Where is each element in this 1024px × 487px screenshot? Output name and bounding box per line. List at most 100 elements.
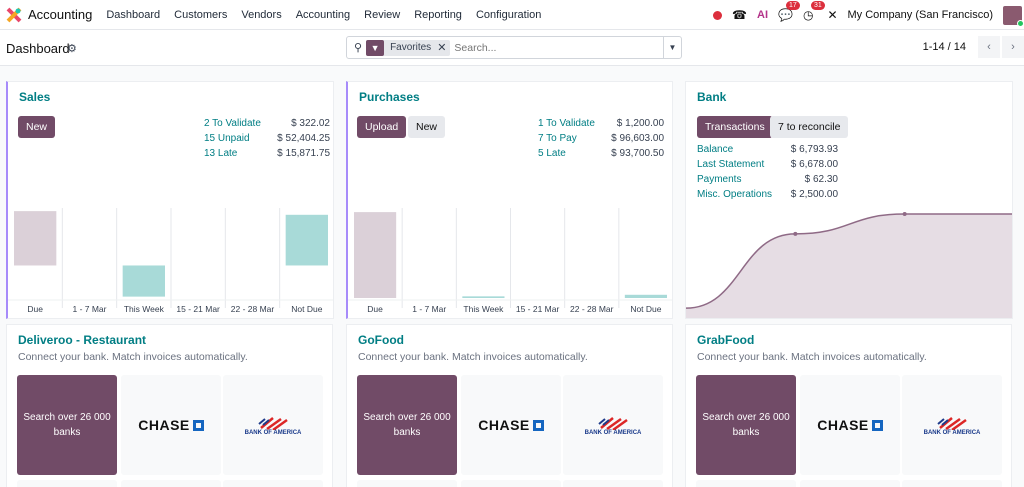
bank-of-america-flag-icon [598,417,628,430]
bank-tile[interactable] [902,480,1002,487]
balance-line [686,213,1012,309]
app-name[interactable]: Accounting [28,7,93,22]
bank-tile[interactable] [357,480,457,487]
sales-title[interactable]: Sales [19,90,51,104]
phone-icon[interactable]: ☎ [732,8,747,22]
bank-of-america-logo: BANK OF AMERICA [244,430,302,436]
stat-last-statement[interactable]: Last Statement [697,159,765,170]
menu-accounting[interactable]: Accounting [295,8,351,21]
chase-bank-tile[interactable]: CHASE [461,375,561,475]
bank-tile[interactable] [17,480,117,487]
chase-logo: CHASE [138,417,190,433]
bank-tile[interactable] [563,480,663,487]
bar-this-week [122,265,165,297]
balance-area [686,214,1012,318]
chase-bank-tile[interactable]: CHASE [800,375,900,475]
search-icon[interactable]: ⚲ [354,42,363,54]
bank-stats: Balance $ 6,793.93 Last Statement $ 6,678.… [697,142,838,202]
bank-tile[interactable] [696,480,796,487]
stat-misc-operations[interactable]: Misc. Operations [697,189,773,200]
bank-tile[interactable] [121,480,221,487]
settings-gear-icon[interactable]: ⚙ [67,43,77,55]
menu-dashboard[interactable]: Dashboard [106,8,161,21]
company-switcher[interactable]: My Company (San Francisco) [847,9,994,21]
bank-of-america-logo: BANK OF AMERICA [923,430,981,436]
sales-card: Sales New 2 To Validate $ 322.02 15 Unpai… [6,81,334,319]
favorites-facet: ▼ Favorites ✕ [366,39,451,56]
reconcile-button[interactable]: 7 to reconcile [770,116,849,138]
purchases-stats: 1 To Validate $ 1,200.00 7 To Pay $ 96,603… [538,116,664,161]
bank-tile[interactable] [800,480,900,487]
purchases-upload-button[interactable]: Upload [357,116,407,138]
pager-previous-button[interactable]: ‹ [978,36,1000,58]
sales-bar-chart[interactable]: Due 1 - 7 Mar This Week 15 - 21 Mar 22 - 28 … [8,208,334,318]
control-panel: Dashboard ⚙ ⚲ ▼ Favorites ✕ ▼ 1-14 / 14 … [0,30,1024,66]
stat-to-pay[interactable]: 7 To Pay [538,133,577,144]
activities-icon[interactable]: ◷ 31 [803,1,825,22]
x-tick-label: 22 - 28 Mar [570,304,614,314]
sales-stats: 2 To Validate $ 322.02 15 Unpaid $ 52,404.… [204,116,330,161]
bank-card: Bank Transactions 7 to reconcile Balance… [685,81,1013,319]
journal-title[interactable]: GrabFood [697,333,755,347]
menu-reporting[interactable]: Reporting [414,8,462,21]
x-tick-label: 15 - 21 Mar [176,304,220,314]
search-input[interactable] [454,41,663,54]
bank-of-america-flag-icon [937,417,967,430]
stat-late[interactable]: 5 Late [538,148,566,159]
x-tick-label: Not Due [291,304,322,314]
bank-of-america-tile[interactable]: BANK OF AMERICA [902,375,1002,475]
stat-to-validate[interactable]: 1 To Validate [538,118,595,129]
journal-subtitle: Connect your bank. Match invoices automa… [18,351,248,363]
pager: 1-14 / 14 ‹ › [923,36,1024,58]
transactions-button[interactable]: Transactions [697,116,773,138]
bar-not-due [624,294,667,298]
bank-title[interactable]: Bank [697,90,727,104]
menu-customers[interactable]: Customers [174,8,228,21]
accounting-logo-icon[interactable] [6,7,22,23]
stat-value: $ 322.02 [291,118,330,129]
stat-unpaid[interactable]: 15 Unpaid [204,133,250,144]
stat-value: $ 2,500.00 [790,189,838,200]
search-banks-tile[interactable]: Search over 26 000 banks [17,375,117,475]
balance-point [793,231,798,236]
stat-value: $ 96,603.00 [611,133,664,144]
stat-late[interactable]: 13 Late [204,148,238,159]
purchases-new-button[interactable]: New [408,116,446,138]
menu-vendors[interactable]: Vendors [241,8,282,21]
bank-of-america-tile[interactable]: BANK OF AMERICA [563,375,663,475]
search-bar: ⚲ ▼ Favorites ✕ ▼ [346,36,682,59]
bank-balance-chart[interactable] [686,209,1013,319]
stat-value: $ 52,404.25 [277,133,330,144]
purchases-bar-chart[interactable]: Due 1 - 7 Mar This Week 15 - 21 Mar 22 - 28 … [348,208,673,318]
messages-icon[interactable]: 💬 17 [778,1,800,22]
remove-facet-icon[interactable]: ✕ [437,42,447,54]
journal-title[interactable]: Deliveroo - Restaurant [18,333,147,347]
pager-value[interactable]: 1-14 / 14 [922,41,966,53]
messages-badge: 17 [786,1,800,10]
x-tick-label: This Week [124,304,165,314]
search-banks-tile[interactable]: Search over 26 000 banks [696,375,796,475]
sales-new-button[interactable]: New [18,116,56,138]
menu-review[interactable]: Review [364,8,401,21]
ai-icon[interactable]: AI [757,9,768,21]
stat-balance[interactable]: Balance [697,144,734,155]
chase-octagon-icon [871,419,883,431]
record-icon[interactable] [713,10,723,20]
pager-next-button[interactable]: › [1002,36,1024,58]
bank-of-america-tile[interactable]: BANK OF AMERICA [223,375,323,475]
stat-value: $ 15,871.75 [277,148,330,159]
purchases-title[interactable]: Purchases [359,90,420,104]
filter-icon: ▼ [366,39,385,56]
search-banks-tile[interactable]: Search over 26 000 banks [357,375,457,475]
stat-payments[interactable]: Payments [697,174,742,185]
journal-card: GrabFood Connect your bank. Match invoic… [685,324,1012,487]
bank-tile[interactable] [461,480,561,487]
menu-configuration[interactable]: Configuration [475,8,542,21]
bank-tile[interactable] [223,480,323,487]
search-dropdown-toggle[interactable]: ▼ [663,37,681,58]
user-avatar[interactable] [1003,5,1024,27]
stat-to-validate[interactable]: 2 To Validate [204,118,261,129]
journal-title[interactable]: GoFood [358,333,404,347]
chase-bank-tile[interactable]: CHASE [121,375,221,475]
tools-icon[interactable]: ✕ [827,8,838,22]
